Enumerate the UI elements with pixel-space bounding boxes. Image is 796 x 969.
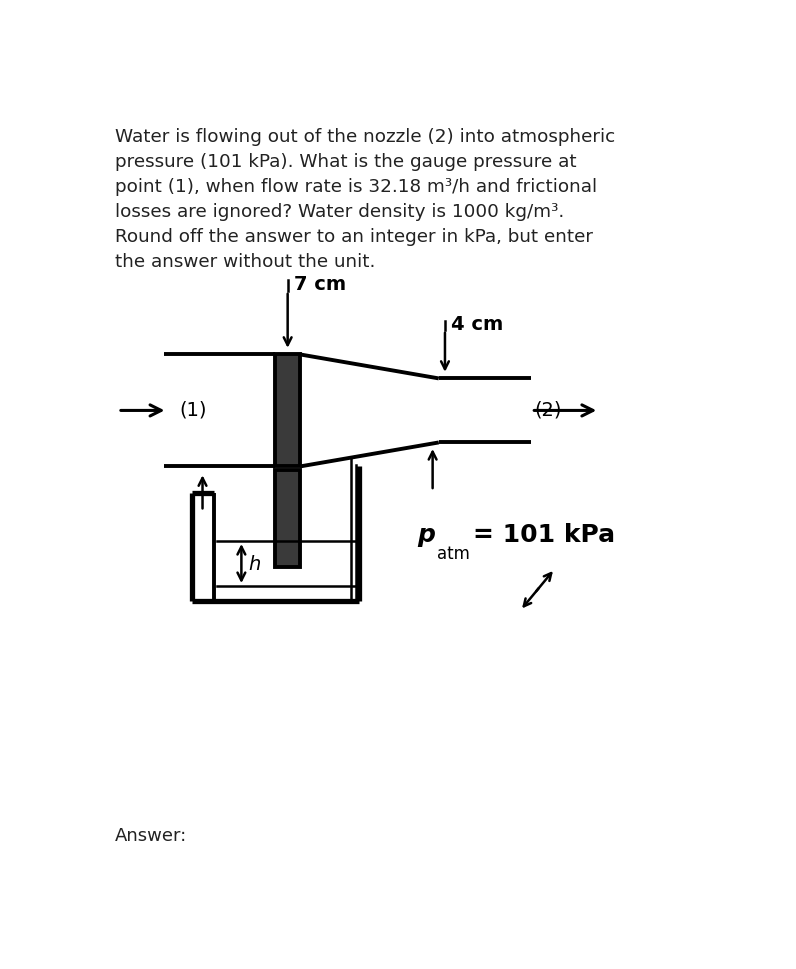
Text: (2): (2) bbox=[534, 400, 562, 419]
Text: 4 cm: 4 cm bbox=[451, 314, 503, 333]
Text: p: p bbox=[417, 522, 435, 547]
Text: (1): (1) bbox=[180, 400, 207, 419]
Text: 7 cm: 7 cm bbox=[294, 274, 346, 294]
Text: Answer:: Answer: bbox=[115, 826, 187, 844]
Text: atm: atm bbox=[437, 544, 470, 562]
Text: Water is flowing out of the nozzle (2) into atmospheric
pressure (101 kPa). What: Water is flowing out of the nozzle (2) i… bbox=[115, 128, 615, 270]
Text: h: h bbox=[249, 554, 261, 574]
Bar bbox=[275, 471, 300, 568]
Text: = 101 kPa: = 101 kPa bbox=[473, 522, 615, 547]
Bar bbox=[275, 355, 300, 467]
